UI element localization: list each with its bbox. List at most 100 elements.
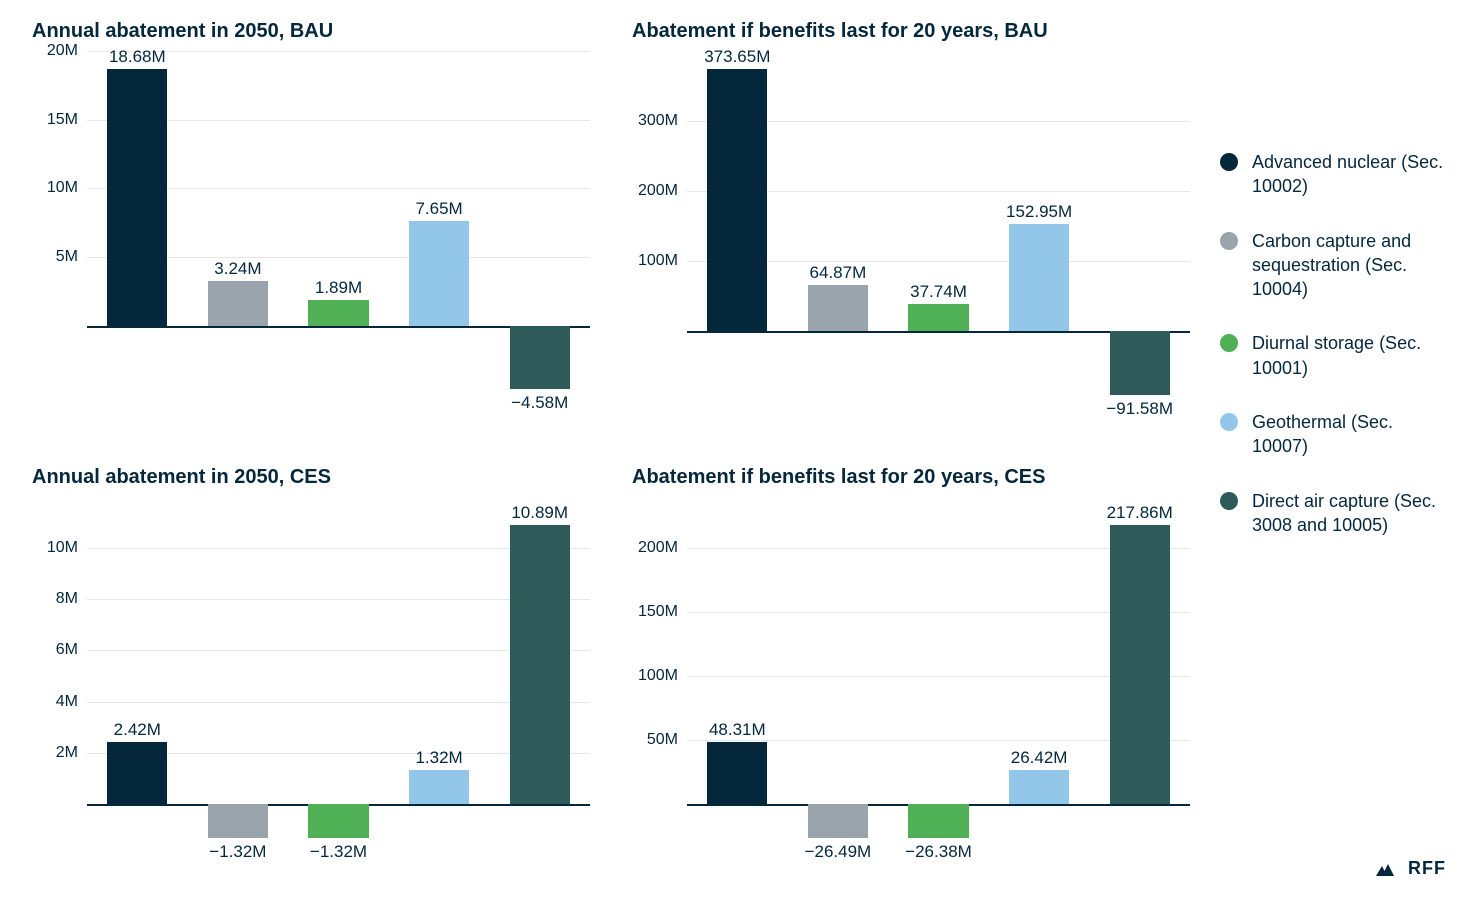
bar-diurnal xyxy=(308,804,368,838)
legend-label: Advanced nuclear (Sec. 10002) xyxy=(1252,150,1450,199)
legend-swatch xyxy=(1220,334,1238,352)
bar-ccs xyxy=(808,285,868,330)
plot-area: 18.68M3.24M1.89M7.65M−4.58M xyxy=(86,51,590,436)
bar-diurnal xyxy=(908,304,968,330)
bar-value-label: 1.32M xyxy=(415,748,462,768)
bar-geothermal xyxy=(409,221,469,326)
y-tick-label: 10M xyxy=(47,179,78,197)
bar-adv_nuclear xyxy=(107,69,167,326)
bar-geothermal xyxy=(1009,770,1069,804)
bar-value-label: 7.65M xyxy=(415,199,462,219)
bars-layer: 48.31M −26.49M −26.38M 26.42M 217.86M xyxy=(687,497,1190,882)
bar-value-label: 64.87M xyxy=(810,263,867,283)
chart-area: 2M 4M 6M 8M 10M 2.42M −1.32M −1.32M 1.32M 10.89M xyxy=(30,497,590,882)
y-tick-label: 15M xyxy=(47,111,78,129)
bar-diurnal xyxy=(308,300,368,326)
legend-swatch xyxy=(1220,413,1238,431)
chart-bau_20yr: Abatement if benefits last for 20 years,… xyxy=(630,20,1190,436)
chart-area: 5M10M15M20M18.68M3.24M1.89M7.65M−4.58M xyxy=(30,51,590,436)
bar-adv_nuclear xyxy=(107,742,167,804)
chart-ces_annual: Annual abatement in 2050, CES 2M 4M 6M 8M 10M… xyxy=(30,466,590,882)
bar-dac xyxy=(1110,525,1170,804)
bar-value-label: 37.74M xyxy=(910,282,967,302)
chart-bau_annual: Annual abatement in 2050, BAU 5M 10M 15M 20M… xyxy=(30,20,590,436)
legend: Advanced nuclear (Sec. 10002) Carbon capt… xyxy=(1190,20,1450,881)
bar-value-label: 48.31M xyxy=(709,720,766,740)
legend-item-geothermal: Geothermal (Sec. 10007) xyxy=(1220,410,1450,459)
y-axis: 2M 4M 6M 8M 10M xyxy=(30,497,86,882)
footer-brand: RFF xyxy=(1376,858,1446,879)
legend-item-dac: Direct air capture (Sec. 3008 and 10005) xyxy=(1220,489,1450,538)
legend-item-adv_nuclear: Advanced nuclear (Sec. 10002) xyxy=(1220,150,1450,199)
y-tick-label: 300M xyxy=(638,112,678,130)
bar-diurnal xyxy=(908,804,968,838)
y-axis: 100M 200M 300M xyxy=(630,51,686,436)
bar-ccs xyxy=(208,281,268,325)
bar-geothermal xyxy=(1009,224,1069,331)
y-tick-label: 100M xyxy=(638,667,678,685)
chart-title: Annual abatement in 2050, BAU xyxy=(30,20,590,43)
bar-adv_nuclear xyxy=(707,69,767,330)
y-tick-label: 200M xyxy=(638,182,678,200)
plot-area: 373.65M64.87M37.74M152.95M−91.58M xyxy=(686,51,1190,436)
bar-dac xyxy=(510,326,570,389)
bar-geothermal xyxy=(409,770,469,804)
bar-value-label: −1.32M xyxy=(209,842,266,862)
y-tick-label: 2M xyxy=(56,744,78,762)
y-tick-label: 150M xyxy=(638,603,678,621)
y-tick-label: 5M xyxy=(56,248,78,266)
legend-swatch xyxy=(1220,153,1238,171)
y-tick-label: 100M xyxy=(638,252,678,270)
y-axis: 50M 100M 150M 200M xyxy=(630,497,686,882)
chart-area: 50M 100M 150M 200M 48.31M −26.49M −26.38M 26.42… xyxy=(630,497,1190,882)
charts-grid: Annual abatement in 2050, BAU 5M 10M 15M 20M… xyxy=(30,20,1190,881)
legend-label: Diurnal storage (Sec. 10001) xyxy=(1252,331,1450,380)
bar-value-label: −91.58M xyxy=(1106,399,1173,419)
y-tick-label: 200M xyxy=(638,539,678,557)
chart-area: 100M200M300M373.65M64.87M37.74M152.95M−9… xyxy=(630,51,1190,436)
bar-value-label: 152.95M xyxy=(1006,202,1072,222)
bar-dac xyxy=(1110,331,1170,395)
bar-value-label: 217.86M xyxy=(1107,503,1173,523)
plot-area: 48.31M −26.49M −26.38M 26.42M 217.86M xyxy=(686,497,1190,882)
bar-value-label: 10.89M xyxy=(511,503,568,523)
legend-label: Direct air capture (Sec. 3008 and 10005) xyxy=(1252,489,1450,538)
chart-title: Annual abatement in 2050, CES xyxy=(30,466,590,489)
bar-ccs xyxy=(808,804,868,838)
bar-value-label: 2.42M xyxy=(114,720,161,740)
chart-title: Abatement if benefits last for 20 years,… xyxy=(630,20,1190,43)
y-tick-label: 20M xyxy=(47,42,78,60)
plot-area: 2.42M −1.32M −1.32M 1.32M 10.89M xyxy=(86,497,590,882)
bar-value-label: 26.42M xyxy=(1011,748,1068,768)
bar-value-label: −1.32M xyxy=(310,842,367,862)
y-tick-label: 50M xyxy=(647,731,678,749)
bar-ccs xyxy=(208,804,268,838)
chart-ces_20yr: Abatement if benefits last for 20 years,… xyxy=(630,466,1190,882)
bar-value-label: −4.58M xyxy=(511,393,568,413)
legend-item-diurnal: Diurnal storage (Sec. 10001) xyxy=(1220,331,1450,380)
bar-dac xyxy=(510,525,570,804)
bar-value-label: −26.49M xyxy=(805,842,872,862)
brand-logo-icon xyxy=(1376,860,1402,878)
brand-text: RFF xyxy=(1408,858,1446,879)
y-tick-label: 6M xyxy=(56,641,78,659)
bar-value-label: −26.38M xyxy=(905,842,972,862)
bar-value-label: 373.65M xyxy=(704,47,770,67)
bar-value-label: 18.68M xyxy=(109,47,166,67)
legend-label: Carbon capture and sequestration (Sec. 1… xyxy=(1252,229,1450,302)
y-axis: 5M10M15M20M xyxy=(30,51,86,436)
bars-layer: 18.68M3.24M1.89M7.65M−4.58M xyxy=(87,51,590,436)
bar-value-label: 3.24M xyxy=(214,259,261,279)
legend-swatch xyxy=(1220,232,1238,250)
legend-item-ccs: Carbon capture and sequestration (Sec. 1… xyxy=(1220,229,1450,302)
y-tick-label: 4M xyxy=(56,693,78,711)
bar-adv_nuclear xyxy=(707,742,767,804)
bars-layer: 2.42M −1.32M −1.32M 1.32M 10.89M xyxy=(87,497,590,882)
chart-title: Abatement if benefits last for 20 years,… xyxy=(630,466,1190,489)
y-tick-label: 8M xyxy=(56,590,78,608)
bars-layer: 373.65M64.87M37.74M152.95M−91.58M xyxy=(687,51,1190,436)
bar-value-label: 1.89M xyxy=(315,278,362,298)
legend-swatch xyxy=(1220,492,1238,510)
y-tick-label: 10M xyxy=(47,539,78,557)
legend-label: Geothermal (Sec. 10007) xyxy=(1252,410,1450,459)
